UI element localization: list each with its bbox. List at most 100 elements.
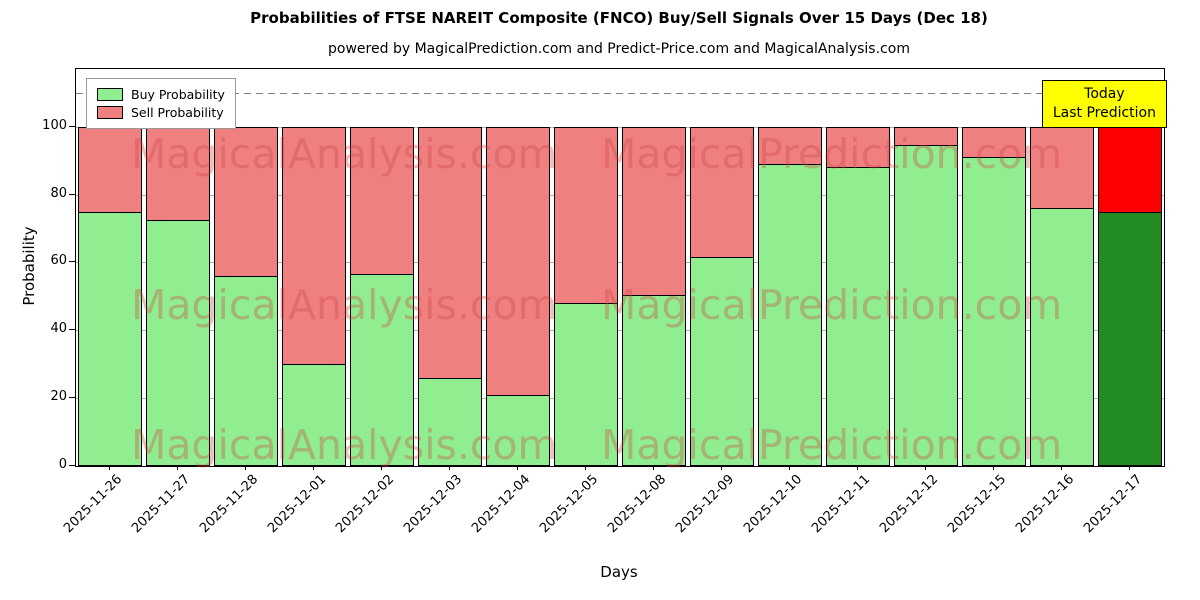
buy-bar-segment: [350, 274, 414, 466]
gridline: [76, 330, 1164, 332]
buy-bar-segment: [690, 257, 754, 466]
today-annotation: Today Last Prediction: [1041, 80, 1167, 128]
x-tick-label: 2025-12-11: [809, 472, 874, 537]
buy-bar-segment: [554, 303, 618, 466]
y-tick-label: 0: [58, 457, 67, 472]
bar-group-2025-12-16: [1028, 69, 1096, 466]
x-tick-label: 2025-12-02: [333, 472, 398, 537]
y-tick-label: 80: [50, 185, 67, 201]
sell-bar-segment: [1030, 126, 1094, 209]
gridline: [76, 194, 1164, 196]
buy-bar-segment: [894, 145, 958, 466]
legend-color-patch: [97, 106, 123, 119]
x-tick-label: 2025-11-26: [61, 472, 126, 537]
x-tick-label: 2025-12-04: [469, 472, 534, 537]
y-tick-mark: [69, 329, 75, 331]
x-tick-label: 2025-12-09: [673, 472, 738, 537]
plot-area: Buy Probability Sell Probability MagicalA…: [75, 68, 1165, 469]
bar-group-2025-12-04: [484, 69, 552, 466]
x-tick-label: 2025-11-27: [129, 472, 194, 537]
dashed-reference-line: [76, 92, 1164, 94]
x-tick-label: 2025-12-12: [877, 472, 942, 537]
legend-item: Buy Probability: [97, 87, 225, 102]
sell-bar-segment: [554, 126, 618, 304]
buy-bar-segment: [146, 220, 210, 466]
sell-bar-segment: [282, 126, 346, 365]
bars-container: [76, 69, 1164, 466]
bar-group-2025-12-10: [756, 69, 824, 466]
sell-bar-segment: [78, 126, 142, 212]
x-tick-mark: [857, 465, 858, 470]
bar-group-2025-12-15: [960, 69, 1028, 466]
buy-bar-segment: [418, 377, 482, 466]
sell-bar-segment: [962, 126, 1026, 158]
x-tick-label: 2025-12-03: [401, 472, 466, 537]
bar-group-2025-12-12: [892, 69, 960, 466]
sell-bar-segment: [622, 126, 686, 295]
buy-bar-segment: [78, 211, 142, 466]
bar-group-2025-12-03: [416, 69, 484, 466]
gridline: [76, 262, 1164, 264]
x-tick-mark: [449, 465, 450, 470]
y-tick-label: 60: [50, 253, 67, 269]
buy-bar-segment: [282, 364, 346, 466]
y-tick-mark: [69, 193, 75, 195]
y-tick-mark: [69, 465, 75, 466]
x-tick-label: 2025-12-15: [945, 472, 1010, 537]
gridline: [76, 398, 1164, 400]
buy-bar-segment: [214, 275, 278, 466]
y-tick-mark: [69, 261, 75, 263]
x-tick-mark: [1129, 465, 1130, 470]
bar-group-2025-11-27: [144, 69, 212, 466]
bar-group-2025-12-02: [348, 69, 416, 466]
bar-group-2025-12-08: [620, 69, 688, 466]
x-tick-mark: [245, 465, 246, 470]
sell-bar-segment: [146, 126, 210, 220]
buy-bar-segment: [622, 294, 686, 466]
sell-bar-segment: [1098, 126, 1162, 212]
x-tick-mark: [1061, 465, 1062, 470]
sell-bar-segment: [350, 126, 414, 275]
chart-subtitle: powered by MagicalPrediction.com and Pre…: [328, 41, 910, 57]
y-tick-label: 20: [50, 389, 67, 405]
sell-bar-segment: [214, 126, 278, 276]
x-tick-mark: [925, 465, 926, 470]
today-annotation-line1: Today: [1084, 86, 1125, 102]
buy-bar-segment: [962, 157, 1026, 466]
legend-item-label: Sell Probability: [131, 105, 224, 120]
x-tick-mark: [381, 465, 382, 470]
y-tick-label: 40: [50, 321, 67, 337]
sell-bar-segment: [418, 126, 482, 378]
legend-item: Sell Probability: [97, 105, 225, 120]
buy-bar-segment: [758, 164, 822, 466]
buy-bar-segment: [1098, 211, 1162, 466]
sell-bar-segment: [486, 126, 550, 395]
legend-item-label: Buy Probability: [131, 87, 225, 102]
sell-bar-segment: [758, 126, 822, 165]
buy-bar-segment: [1030, 208, 1094, 466]
bar-group-2025-12-09: [688, 69, 756, 466]
buy-bar-segment: [826, 167, 890, 466]
x-tick-label: 2025-11-28: [197, 472, 262, 537]
bar-group-2025-12-05: [552, 69, 620, 466]
buy-bar-segment: [486, 394, 550, 466]
bar-group-2025-12-11: [824, 69, 892, 466]
bar-group-2025-12-01: [280, 69, 348, 466]
x-tick-label: 2025-12-10: [741, 472, 806, 537]
x-tick-mark: [517, 465, 518, 470]
x-tick-mark: [585, 465, 586, 470]
bar-group-2025-11-28: [212, 69, 280, 466]
x-tick-label: 2025-12-08: [605, 472, 670, 537]
x-tick-label: 2025-12-16: [1013, 472, 1078, 537]
x-tick-label: 2025-12-17: [1081, 472, 1146, 537]
gridline: [76, 126, 1164, 128]
y-tick-label: 100: [42, 117, 67, 133]
x-axis-label: Days: [600, 563, 638, 581]
bar-group-2025-12-17: [1096, 69, 1164, 466]
y-tick-mark: [69, 125, 75, 127]
x-tick-mark: [177, 465, 178, 470]
x-tick-mark: [993, 465, 994, 470]
chart-title: Probabilities of FTSE NAREIT Composite (…: [250, 9, 988, 27]
sell-bar-segment: [690, 126, 754, 258]
